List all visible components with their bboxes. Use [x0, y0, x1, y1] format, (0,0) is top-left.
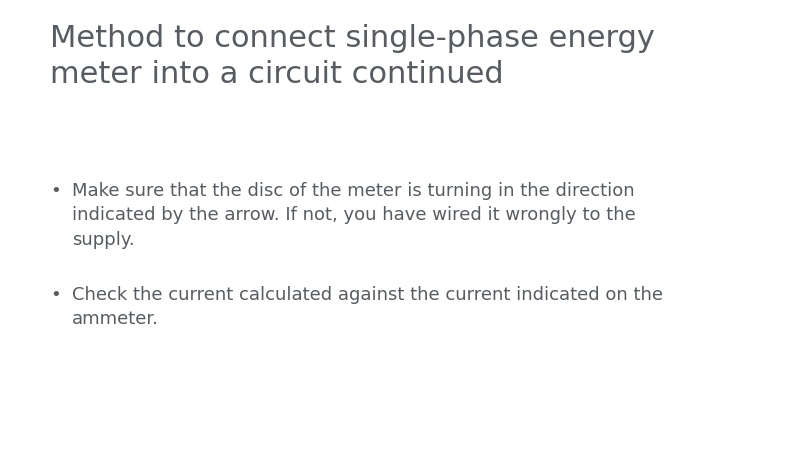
Text: Method to connect single-phase energy
meter into a circuit continued: Method to connect single-phase energy me… [50, 24, 654, 89]
Text: •: • [50, 182, 60, 200]
Text: •: • [50, 286, 60, 304]
Text: Check the current calculated against the current indicated on the
ammeter.: Check the current calculated against the… [72, 286, 663, 328]
Text: Make sure that the disc of the meter is turning in the direction
indicated by th: Make sure that the disc of the meter is … [72, 182, 636, 249]
